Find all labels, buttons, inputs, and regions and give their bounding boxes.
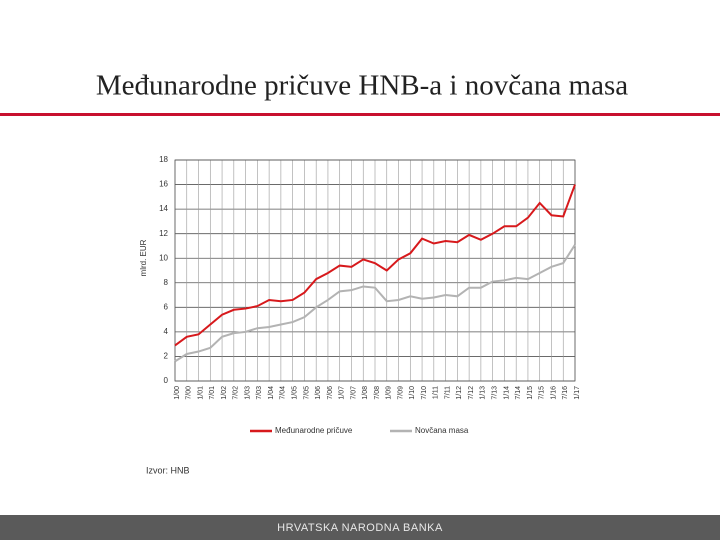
footer-text: HRVATSKA NARODNA BANKA [277,522,443,534]
x-tick-label: 1/03 [244,386,251,400]
x-tick-label: 7/13 [491,386,498,400]
x-tick-label: 1/08 [362,386,369,400]
x-tick-label: 1/00 [174,386,181,400]
x-tick-label: 1/14 [503,386,510,400]
x-tick-label: 7/08 [374,386,381,400]
series-line [174,244,576,363]
x-tick-label: 1/06 [315,386,322,400]
x-tick-label: 7/03 [256,386,263,400]
legend-label: Međunarodne pričuve [275,426,353,435]
x-tick-label: 7/07 [350,386,357,400]
x-tick-label: 7/05 [303,386,310,400]
x-tick-label: 7/11 [444,386,451,399]
y-axis-label: mlrd. EUR [139,239,148,276]
y-tick-label: 4 [164,327,169,336]
x-tick-label: 1/16 [550,386,557,400]
x-tick-label: 1/04 [268,386,275,400]
x-tick-label: 1/02 [221,386,228,400]
plot-border [174,159,576,382]
y-tick-label: 6 [164,302,169,311]
slide-title: Međunarodne pričuve HNB-a i novčana masa [96,70,628,102]
x-tick-label: 7/15 [539,386,546,400]
y-tick-label: 2 [164,352,169,361]
x-tick-label: 7/16 [562,386,569,400]
y-tick-label: 0 [164,376,169,385]
x-tick-label: 1/15 [527,386,534,400]
x-tick-label: 7/14 [515,386,522,400]
x-tick-label: 7/02 [233,386,240,400]
y-tick-label: 18 [159,155,168,164]
x-tick-label: 1/01 [197,386,204,400]
y-tick-label: 8 [164,278,169,287]
y-tick-label: 14 [159,204,168,213]
x-tick-label: 1/13 [480,386,487,400]
y-tick-label: 16 [159,180,168,189]
y-tick-label: 10 [159,253,168,262]
x-tick-label: 1/12 [456,386,463,400]
x-tick-label: 1/11 [433,386,440,399]
x-tick-label: 7/00 [186,386,193,400]
x-tick-label: 7/12 [468,386,475,400]
x-tick-label: 7/06 [327,386,334,400]
x-tick-label: 1/10 [409,386,416,400]
x-tick-label: 1/17 [574,386,581,400]
x-tick-label: 7/09 [397,386,404,400]
x-tick-label: 1/07 [339,386,346,400]
footer-bar [0,515,720,540]
y-tick-label: 12 [159,229,168,238]
series-line [174,184,576,347]
x-tick-label: 1/09 [386,386,393,400]
title-rule [0,113,720,116]
x-tick-label: 7/10 [421,386,428,400]
source: Izvor: HNB [146,465,190,475]
legend-label: Novčana masa [415,426,469,435]
x-tick-label: 7/04 [280,386,287,400]
x-tick-label: 7/01 [209,386,216,400]
x-tick-label: 1/05 [291,386,298,400]
